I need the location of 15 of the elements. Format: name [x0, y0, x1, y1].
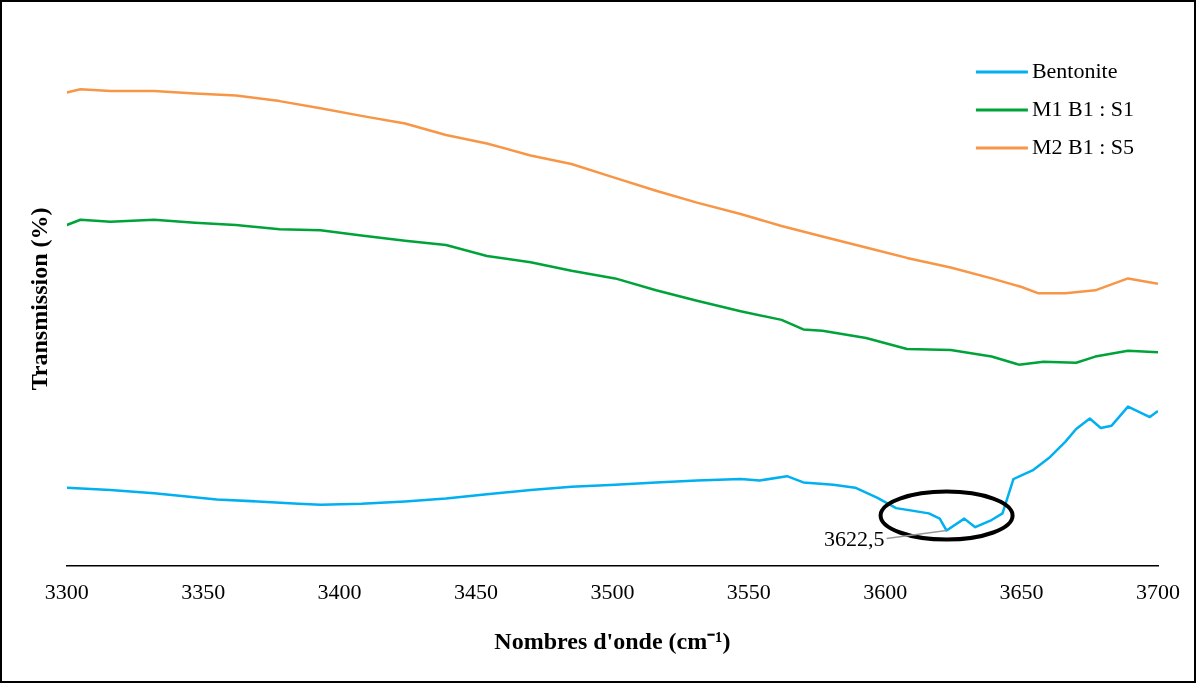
legend-label: M2 B1 : S5: [1031, 133, 1135, 159]
x-tick-label: 3700: [1136, 578, 1180, 604]
annotation: 3622,5: [824, 526, 885, 552]
y-axis-title: Transmission (%): [25, 207, 52, 391]
x-tick-label: 3450: [454, 578, 498, 604]
x-axis-title: Nombres d'onde (cm⁻¹): [494, 627, 731, 654]
x-tick-label: 3600: [863, 578, 908, 604]
x-tick-label: 3500: [590, 578, 635, 604]
x-tick-label: 3550: [726, 578, 771, 604]
x-tick-label: 3300: [44, 578, 89, 604]
x-tick-label: 3400: [317, 578, 362, 604]
x-tick-label: 3650: [999, 578, 1044, 604]
x-tick-label: 3350: [181, 578, 226, 604]
legend-label: M1 B1 : S1: [1031, 95, 1135, 121]
legend-label: Bentonite: [1031, 57, 1118, 83]
